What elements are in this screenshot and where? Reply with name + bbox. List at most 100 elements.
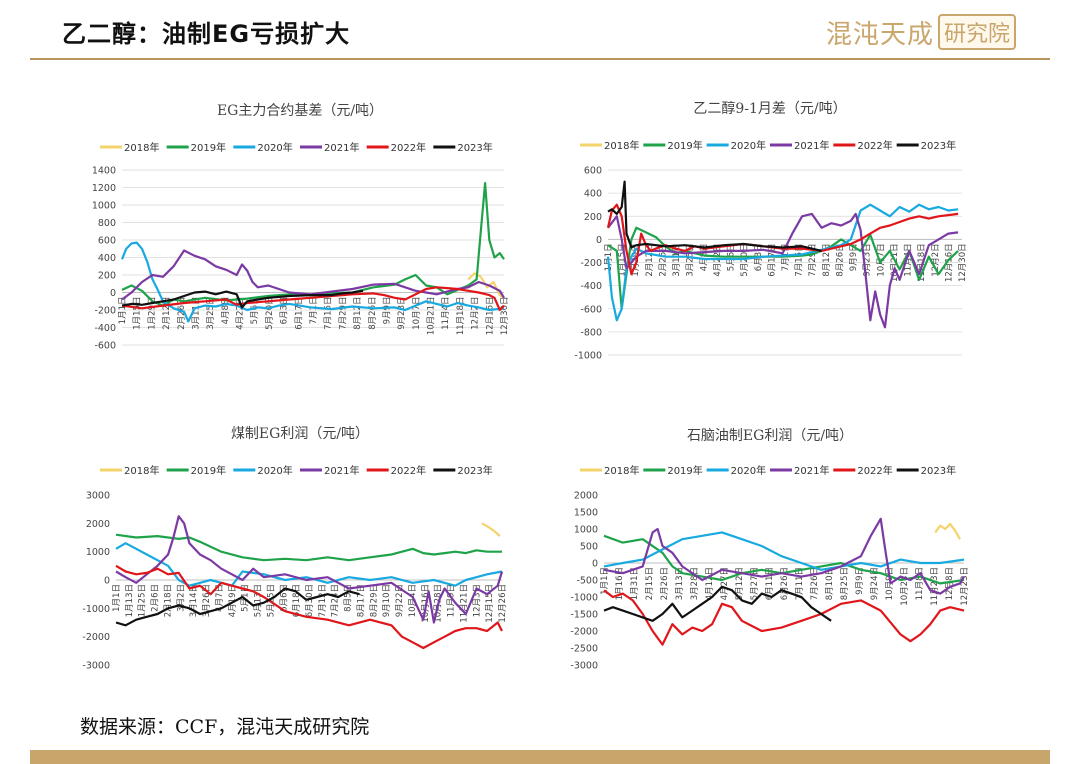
y-tick-label: -2000 xyxy=(570,627,598,638)
data-source-note: 数据来源：CCF，混沌天成研究院 xyxy=(80,716,370,738)
series-line xyxy=(115,515,504,624)
x-tick-label: 3月25日 xyxy=(686,243,696,276)
x-tick-label: 7月29日 xyxy=(808,243,818,276)
series-line xyxy=(481,522,501,537)
chart-basis: EG主力合约基差（元/吨） 2018年 2019年 2020年 2021年 2022年 20… xyxy=(80,95,520,385)
x-tick-label: 6月26日 xyxy=(780,567,790,600)
x-tick-label: 4月19日 xyxy=(228,584,238,617)
chart-title: 石脑油制EG利润（元/吨） xyxy=(687,428,853,444)
y-tick-label: 200 xyxy=(98,271,116,282)
x-tick-label: 7月26日 xyxy=(810,567,820,600)
x-tick-label: 2月12日 xyxy=(162,297,172,330)
series-line xyxy=(934,522,961,540)
x-tick-label: 8月17日 xyxy=(356,584,366,617)
chart-title: 煤制EG利润（元/吨） xyxy=(231,426,369,442)
x-tick-label: 3月26日 xyxy=(202,584,212,617)
x-tick-label: 6月3日 xyxy=(280,297,290,325)
x-tick-label: 10月21日 xyxy=(427,297,437,336)
x-tick-label: 3月2日 xyxy=(176,584,186,612)
x-tick-label: 12月2日 xyxy=(931,243,941,276)
chart-spread91: 乙二醇9-1月差（元/吨） 2018年 2019年 2020年 2021年 2022年 20… xyxy=(560,95,980,385)
x-tick-label: 5月25日 xyxy=(266,584,276,617)
x-tick-label: 9月22日 xyxy=(395,584,405,617)
legend-label: 2021年 xyxy=(794,139,829,152)
legend-label: 2020年 xyxy=(731,139,766,152)
legend-label: 2020年 xyxy=(257,141,292,154)
y-tick-label: 600 xyxy=(98,236,116,247)
x-tick-label: 12月30日 xyxy=(500,297,510,336)
series-line xyxy=(115,533,502,562)
x-tick-label: 12月8日 xyxy=(945,567,955,600)
series-line xyxy=(467,272,505,299)
x-tick-label: 1月15日 xyxy=(618,243,628,276)
chart-title: 乙二醇9-1月差（元/吨） xyxy=(693,100,846,117)
x-tick-label: 1月25日 xyxy=(138,584,148,617)
x-tick-label: 7月15日 xyxy=(795,243,805,276)
series-line xyxy=(121,249,505,301)
x-tick-label: 5月13日 xyxy=(254,584,264,617)
x-tick-label: 5月20日 xyxy=(265,297,275,330)
x-tick-label: 4月22日 xyxy=(236,297,246,330)
page-title: 乙二醇：油制EG亏损扩大 xyxy=(62,20,351,48)
x-tick-label: 12月16日 xyxy=(485,297,495,336)
y-tick-label: 0 xyxy=(110,288,116,299)
series-line xyxy=(121,286,505,312)
x-tick-label: 2月18日 xyxy=(163,584,173,617)
x-tick-label: 3月28日 xyxy=(690,567,700,600)
series-line xyxy=(603,589,965,646)
y-tick-label: 1000 xyxy=(92,201,116,212)
x-tick-label: 8月12日 xyxy=(822,243,832,276)
x-tick-label: 11月4日 xyxy=(441,297,451,330)
y-tick-label: -200 xyxy=(580,258,602,269)
x-tick-label: 3月13日 xyxy=(675,567,685,600)
chart-svg: EG主力合约基差（元/吨） 2018年 2019年 2020年 2021年 2022年 20… xyxy=(92,102,510,352)
brand-name: 混沌天成 xyxy=(826,19,935,50)
x-tick-label: 2月6日 xyxy=(151,584,161,612)
legend-label: 2020年 xyxy=(257,464,292,477)
x-tick-label: 12月2日 xyxy=(471,297,481,330)
y-tick-label: -400 xyxy=(580,281,602,292)
y-tick-label: 1000 xyxy=(86,547,110,558)
y-tick-label: -2500 xyxy=(570,644,598,655)
x-tick-label: 7月1日 xyxy=(309,297,319,325)
x-tick-label: 12月3日 xyxy=(472,584,482,617)
x-tick-label: 8月10日 xyxy=(825,567,835,600)
x-tick-label: 12月30日 xyxy=(958,243,968,282)
y-tick-label: -600 xyxy=(580,304,602,315)
x-tick-label: 4月8日 xyxy=(699,243,709,271)
y-tick-label: 2000 xyxy=(86,519,110,530)
x-tick-label: 8月29日 xyxy=(369,584,379,617)
legend-label: 2021年 xyxy=(324,141,359,154)
x-tick-label: 2月26日 xyxy=(177,297,187,330)
x-tick-label: 8月5日 xyxy=(344,584,354,612)
y-tick-label: -400 xyxy=(94,323,116,334)
legend-label: 2021年 xyxy=(324,464,359,477)
x-tick-label: 3月11日 xyxy=(672,243,682,276)
x-tick-label: 1月13日 xyxy=(125,584,135,617)
x-tick-label: 4月12日 xyxy=(705,567,715,600)
series-line xyxy=(607,180,822,252)
footer-bar xyxy=(30,750,1050,764)
x-tick-label: 7月29日 xyxy=(338,297,348,330)
x-tick-label: 2月26日 xyxy=(660,567,670,600)
series-line xyxy=(606,203,959,322)
chart-coal: 煤制EG利润（元/吨） 2018年 2019年 2020年 2021年 2022年 2023… xyxy=(80,420,520,690)
x-tick-label: 4月7日 xyxy=(215,584,225,612)
x-tick-label: 6月6日 xyxy=(279,584,289,612)
series-line xyxy=(115,564,503,650)
x-tick-label: 9月23日 xyxy=(863,243,873,276)
y-tick-label: -800 xyxy=(580,327,602,338)
legend-label: 2019年 xyxy=(667,464,702,477)
x-tick-label: 6月17日 xyxy=(294,297,304,330)
y-tick-label: 600 xyxy=(584,166,602,177)
x-tick-label: 6月11日 xyxy=(765,567,775,600)
x-tick-label: 12月16日 xyxy=(944,243,954,282)
x-tick-label: 1月15日 xyxy=(133,297,143,330)
y-tick-label: -3000 xyxy=(570,661,598,672)
series-line xyxy=(607,226,959,310)
x-tick-label: 5月6日 xyxy=(250,297,260,325)
y-tick-label: 1200 xyxy=(92,183,116,194)
y-tick-label: -2000 xyxy=(82,632,110,643)
x-tick-label: 11月9日 xyxy=(447,584,457,617)
x-tick-label: 8月26日 xyxy=(368,297,378,330)
